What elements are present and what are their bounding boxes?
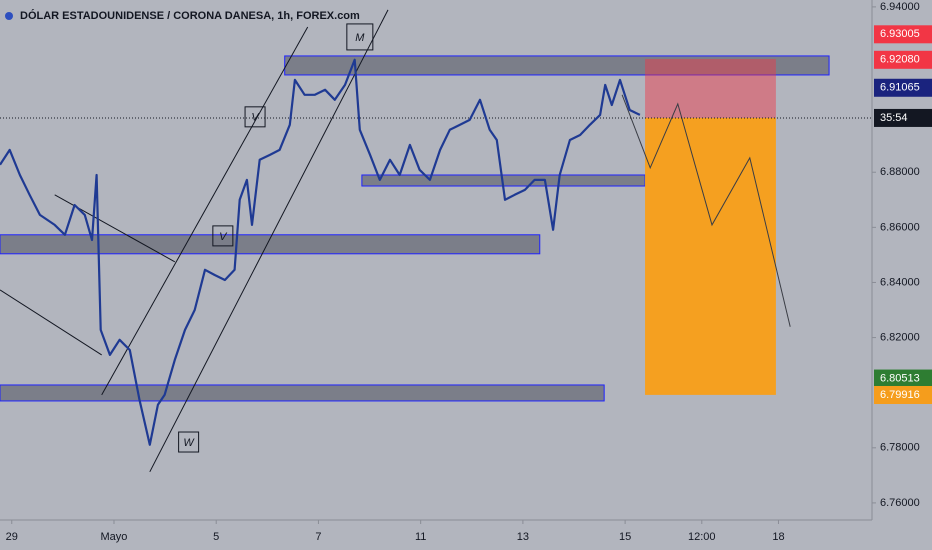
- x-tick-label: 15: [619, 531, 631, 543]
- symbol-icon: [5, 12, 13, 20]
- annotation-label: V: [251, 112, 260, 124]
- price-label-box: [874, 50, 932, 69]
- stop-zone: [645, 58, 776, 118]
- zone: [284, 55, 830, 76]
- x-tick-label: 7: [315, 531, 321, 543]
- zone: [0, 234, 541, 255]
- annotation-label: M: [355, 32, 365, 44]
- price-label: 6.93005: [880, 28, 920, 40]
- y-tick-label: 6.94000: [880, 1, 920, 13]
- x-tick-label: Mayo: [101, 531, 128, 543]
- current-price-box: [874, 108, 932, 127]
- price-line: [0, 58, 641, 446]
- trendline: [101, 26, 309, 396]
- countdown: 35:54: [880, 112, 908, 124]
- price-label: 6.79916: [880, 389, 920, 401]
- annotation-box: [346, 23, 374, 51]
- zone: [0, 384, 605, 402]
- price-label-box: [874, 369, 932, 388]
- y-tick-label: 6.86000: [880, 221, 920, 233]
- trendline: [0, 289, 102, 356]
- y-tick-label: 6.84000: [880, 276, 920, 288]
- x-tick-label: 29: [6, 531, 18, 543]
- y-tick-label: 6.78000: [880, 442, 920, 454]
- y-tick-label: 6.88000: [880, 166, 920, 178]
- annotation-label: V: [219, 231, 228, 243]
- projection-line: [621, 94, 791, 327]
- trendline: [149, 9, 389, 473]
- annotation-label: W: [183, 437, 195, 449]
- y-tick-label: 6.76000: [880, 497, 920, 509]
- price-label-box: [874, 78, 932, 97]
- price-label: 6.91065: [880, 82, 920, 94]
- x-tick-label: 18: [772, 531, 784, 543]
- y-tick-label: 6.82000: [880, 331, 920, 343]
- price-label-box: [874, 386, 932, 405]
- annotation-box: [178, 431, 200, 453]
- price-label: 6.92080: [880, 54, 920, 66]
- chart-title: DÓLAR ESTADOUNIDENSE / CORONA DANESA, 1h…: [20, 9, 360, 22]
- x-tick-label: 13: [517, 531, 529, 543]
- target-zone: [645, 117, 776, 395]
- x-tick-label: 11: [415, 531, 426, 543]
- price-label: 6.80513: [880, 372, 920, 384]
- price-label-box: [874, 25, 932, 44]
- x-tick-label: 12:00: [688, 531, 716, 543]
- x-tick-label: 5: [213, 531, 219, 543]
- annotation-box: [212, 225, 234, 247]
- annotation-box: [244, 106, 266, 128]
